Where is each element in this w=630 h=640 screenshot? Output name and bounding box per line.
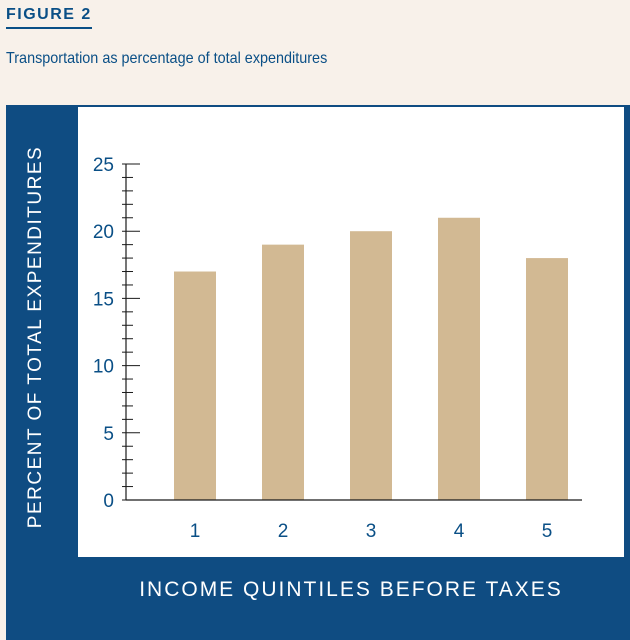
plot-area: 0 5 10 15 20 25 1 2 3 4 5 [78,107,624,557]
bar-chart: 0 5 10 15 20 25 1 2 3 4 5 [93,155,582,542]
bar-5 [526,258,568,500]
bar-1 [174,271,216,500]
y-tick-label: 20 [93,222,114,243]
y-tick-label: 10 [93,357,114,378]
y-tick-label: 0 [103,491,114,512]
x-tick-label: 2 [278,521,289,542]
x-tick-label: 5 [542,521,553,542]
y-axis-label: PERCENT OF TOTAL EXPENDITURES [25,145,46,529]
y-tick-label: 5 [103,424,114,445]
x-tick-label: 1 [190,521,201,542]
x-tick-label: 3 [366,521,377,542]
chart-title: Transportation as percentage of total ex… [6,50,328,67]
x-tick-label: 4 [454,521,465,542]
x-axis-label: INCOME QUINTILES BEFORE TAXES [139,578,563,601]
y-tick-label: 25 [93,155,114,176]
bar-2 [262,244,304,500]
bar-4 [438,217,480,500]
y-tick-label: 15 [93,289,114,310]
chart-panel: PERCENT OF TOTAL EXPENDITURES 0 5 10 15 20 25… [6,105,630,640]
figure-label: FIGURE 2 [6,6,92,29]
bar-3 [350,231,392,500]
